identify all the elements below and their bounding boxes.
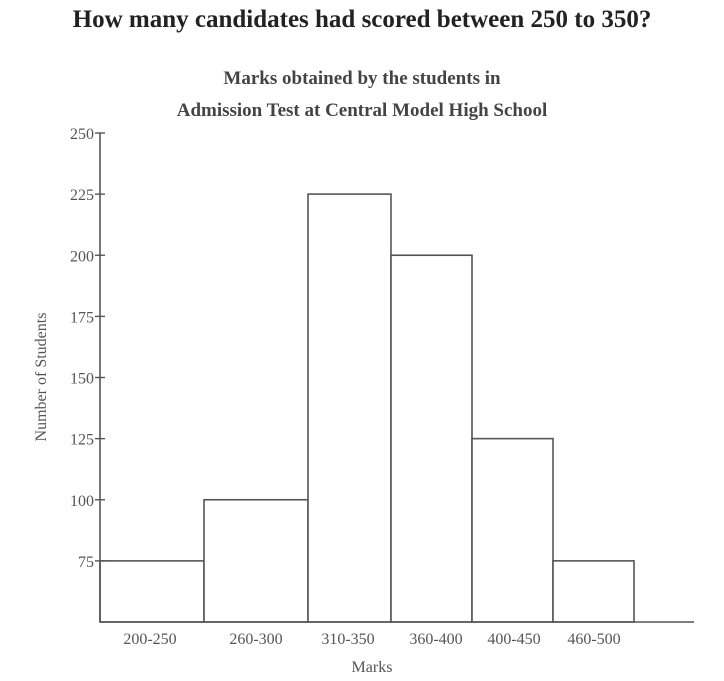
bar-460-500 [552,560,635,623]
bar-400-450 [471,437,554,623]
chart-title-line-2: Admission Test at Central Model High Sch… [177,100,548,121]
y-tick-label-225: 225 [70,187,94,204]
x-axis-label: Marks [352,659,393,676]
x-category-label-360-400: 360-400 [409,631,462,648]
y-axis: 75 100 125 150 175 200 225 250 [70,126,694,623]
y-tick-label-100: 100 [70,493,94,510]
x-category-label-200-250: 200-250 [123,631,176,648]
y-axis-label: Number of Students [33,313,50,442]
x-category-label-260-300: 260-300 [229,631,282,648]
x-category-label-400-450: 400-450 [487,631,540,648]
x-category-label-310-350: 310-350 [321,631,374,648]
y-tick-label-175: 175 [70,309,94,326]
bars-group [99,193,635,623]
y-tick-label-75: 75 [78,554,94,571]
y-tick-label-200: 200 [70,248,94,265]
chart-title-line-1: Marks obtained by the students in [223,68,501,89]
x-axis-categories: 200-250 260-300 310-350 360-400 400-450 460-5… [123,631,620,648]
y-tick-label-125: 125 [70,432,94,449]
y-tick-label-250: 250 [70,126,94,143]
bar-360-400 [390,254,473,623]
bar-310-350 [307,193,392,623]
bar-260-300 [203,498,309,623]
question-heading: How many candidates had scored between 2… [72,6,652,33]
x-category-label-460-500: 460-500 [567,631,620,648]
y-tick-label-150: 150 [70,371,94,388]
bar-200-250 [99,560,205,623]
